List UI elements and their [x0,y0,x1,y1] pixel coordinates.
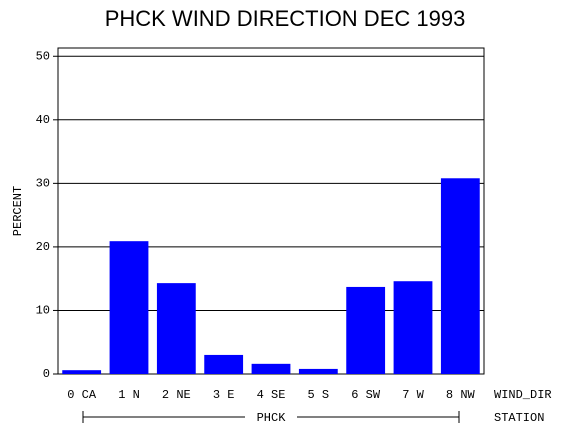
x-tick-label: 5 S [308,388,330,402]
bar [298,368,338,374]
bar [251,363,291,374]
x-tick-label: 4 SE [257,388,286,402]
y-axis-label: PERCENT [11,186,25,236]
x-tick-label: 2 NE [162,388,191,402]
bar [440,178,480,374]
x-tick-label: 7 W [402,388,424,402]
x-tick-label: 3 E [213,388,235,402]
bar [156,283,196,374]
x-axis-label: WIND_DIR [494,388,552,402]
group-label: PHCK [257,411,287,425]
y-tick-label: 50 [36,49,50,63]
y-tick-label: 30 [36,177,50,191]
y-tick-label: 0 [43,367,50,381]
x-tick-label: 0 CA [67,388,97,402]
bar [62,370,102,374]
bar [346,286,386,374]
y-tick-label: 10 [36,304,50,318]
y-tick-label: 40 [36,113,50,127]
x-tick-label: 1 N [118,388,140,402]
bar [109,241,149,374]
y-tick-label: 20 [36,240,50,254]
bar [393,281,433,374]
group-axis-label: STATION [494,411,544,425]
x-tick-label: 6 SW [351,388,381,402]
chart-title: PHCK WIND DIRECTION DEC 1993 [105,6,466,31]
bar [204,354,244,374]
x-tick-label: 8 NW [446,388,476,402]
